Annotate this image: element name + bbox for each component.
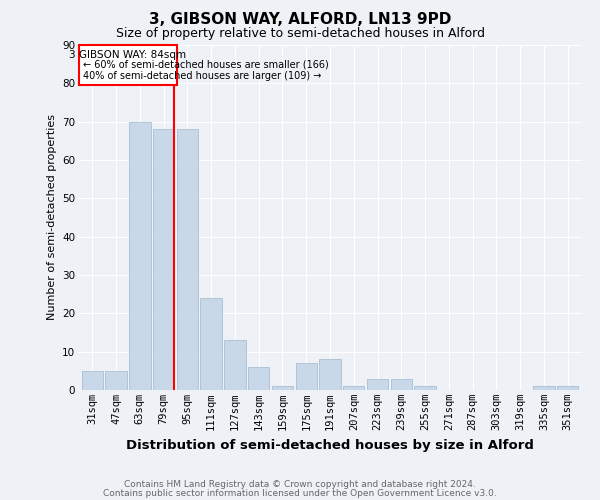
Bar [129, 122, 151, 390]
Bar [533, 386, 554, 390]
Text: 3, GIBSON WAY, ALFORD, LN13 9PD: 3, GIBSON WAY, ALFORD, LN13 9PD [149, 12, 451, 28]
Bar [343, 386, 364, 390]
Bar [106, 371, 127, 390]
Text: Contains HM Land Registry data © Crown copyright and database right 2024.: Contains HM Land Registry data © Crown c… [124, 480, 476, 489]
Bar [82, 371, 103, 390]
Bar [296, 363, 317, 390]
Bar [367, 378, 388, 390]
Bar [391, 378, 412, 390]
Bar [224, 340, 245, 390]
Text: ← 60% of semi-detached houses are smaller (166): ← 60% of semi-detached houses are smalle… [83, 59, 329, 69]
Bar [153, 130, 174, 390]
Text: Contains public sector information licensed under the Open Government Licence v3: Contains public sector information licen… [103, 488, 497, 498]
Bar [557, 386, 578, 390]
Bar [176, 130, 198, 390]
X-axis label: Distribution of semi-detached houses by size in Alford: Distribution of semi-detached houses by … [126, 438, 534, 452]
Bar [248, 367, 269, 390]
Y-axis label: Number of semi-detached properties: Number of semi-detached properties [47, 114, 56, 320]
FancyBboxPatch shape [79, 45, 176, 85]
Bar [415, 386, 436, 390]
Text: 40% of semi-detached houses are larger (109) →: 40% of semi-detached houses are larger (… [83, 70, 321, 81]
Bar [272, 386, 293, 390]
Text: Size of property relative to semi-detached houses in Alford: Size of property relative to semi-detach… [115, 28, 485, 40]
Text: 3 GIBSON WAY: 84sqm: 3 GIBSON WAY: 84sqm [70, 50, 187, 59]
Bar [319, 360, 341, 390]
Bar [200, 298, 222, 390]
